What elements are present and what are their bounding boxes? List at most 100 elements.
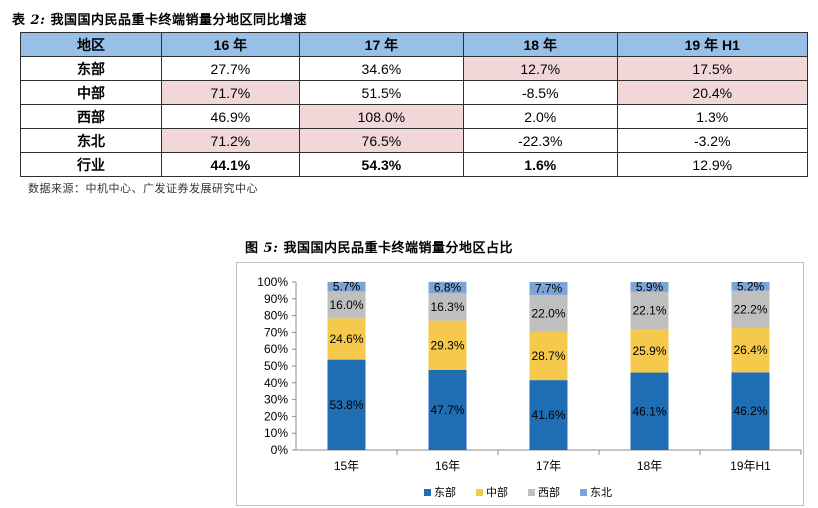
bar-segment-中部: [731, 328, 770, 373]
legend-swatch-中部: [476, 489, 483, 496]
bar-segment-中部: [327, 318, 366, 360]
data-label: 47.7%: [430, 403, 464, 417]
bar-segment-西部: [428, 293, 467, 321]
data-label: 6.8%: [434, 281, 462, 295]
table-cell: 71.7%: [161, 80, 300, 105]
bar-segment-东北: [428, 281, 467, 294]
y-tick-label: 40%: [264, 376, 288, 390]
source-note: 数据来源：中机中心、广发证券发展研究中心: [28, 182, 258, 195]
y-tick-label: 20%: [264, 409, 288, 423]
legend-label: 西部: [538, 485, 560, 499]
legend-label: 东北: [590, 486, 612, 499]
y-tick-label: 100%: [257, 275, 288, 289]
bar-segment-东部: [731, 372, 770, 450]
table-cell: 12.7%: [462, 56, 618, 81]
legend-swatch-东部: [424, 489, 431, 496]
table-cell: 108.0%: [298, 104, 464, 129]
row-region: 行业: [20, 152, 162, 177]
data-label: 26.4%: [733, 343, 767, 357]
data-label: 46.1%: [632, 404, 666, 418]
legend-label: 中部: [486, 485, 508, 499]
figure-title-text: 我国国内民品重卡终端销量分地区占比: [283, 241, 513, 256]
bar-segment-西部: [630, 291, 669, 330]
data-label: 22.1%: [632, 303, 666, 317]
figure-title-number: 5:: [263, 241, 279, 256]
data-label: 16.3%: [430, 300, 464, 314]
table-cell: 34.6%: [298, 56, 464, 81]
table-cell: 54.3%: [298, 152, 464, 177]
header-2017: 17 年: [298, 32, 464, 57]
legend-label: 东部: [434, 485, 456, 499]
row-region: 东北: [20, 128, 162, 153]
header-2018: 18 年: [462, 32, 618, 57]
bar-segment-东部: [529, 380, 568, 450]
data-label: 28.7%: [531, 349, 565, 363]
x-tick-label: 19年H1: [730, 459, 771, 473]
table-cell: -22.3%: [462, 128, 618, 153]
table-row-total: 行业 44.1% 54.3% 1.6% 12.9%: [20, 152, 809, 177]
table-header-row: 地区 16 年 17 年 18 年 19 年 H1: [20, 32, 809, 57]
table-cell: 71.2%: [161, 128, 300, 153]
y-tick-label: 80%: [264, 309, 288, 323]
table-cell: 51.5%: [298, 80, 464, 105]
data-label: 22.2%: [733, 302, 767, 316]
bar-segment-中部: [428, 320, 467, 370]
y-tick-label: 60%: [264, 342, 288, 356]
data-label: 22.0%: [531, 306, 565, 320]
data-label: 46.2%: [733, 404, 767, 418]
growth-table: 地区 16 年 17 年 18 年 19 年 H1 东部 27.7% 34.6%…: [20, 32, 809, 177]
table-cell: 44.1%: [161, 152, 300, 177]
row-region: 西部: [20, 104, 162, 129]
stacked-bar-chart: 0% 10% 20% 30% 40% 50% 60% 70% 80% 90% 100% 15年 53.8…: [257, 275, 802, 499]
table-title-prefix: 表: [12, 13, 26, 28]
data-label: 29.3%: [430, 338, 464, 352]
bar-segment-中部: [529, 331, 568, 381]
y-tick-label: 0%: [271, 443, 289, 457]
row-region: 中部: [20, 80, 162, 105]
bar-segment-东部: [630, 372, 669, 450]
bar-segment-东北: [327, 281, 366, 292]
legend-swatch-西部: [528, 489, 535, 496]
table-cell: -8.5%: [462, 80, 618, 105]
table-cell: 1.6%: [462, 152, 618, 177]
y-tick-label: 30%: [264, 393, 288, 407]
bar-segment-西部: [327, 291, 366, 319]
data-label: 24.6%: [329, 332, 363, 346]
data-label: 16.0%: [329, 298, 363, 312]
table-cell: 27.7%: [161, 56, 300, 81]
data-label: 5.7%: [333, 280, 361, 294]
y-tick-label: 90%: [264, 292, 288, 306]
bar-segment-中部: [630, 329, 669, 373]
y-tick-label: 10%: [264, 426, 288, 440]
bar-segment-东北: [630, 282, 669, 292]
bar-segment-西部: [731, 290, 770, 329]
table-title-text: 我国国内民品重卡终端销量分地区同比增速: [50, 13, 307, 28]
data-label: 7.7%: [535, 281, 563, 295]
figure-title-prefix: 图: [245, 241, 259, 256]
row-region: 东部: [20, 56, 162, 81]
y-tick-label: 70%: [264, 325, 288, 339]
header-region: 地区: [20, 32, 162, 57]
bar-segment-东部: [428, 369, 467, 450]
figure-title: 图 5: 我国国内民品重卡终端销量分地区占比: [245, 237, 513, 256]
table-cell: 12.9%: [616, 152, 809, 177]
bar-segment-东北: [529, 282, 568, 295]
table-row: 西部 46.9% 108.0% 2.0% 1.3%: [20, 104, 809, 129]
table-title: 表 2: 我国国内民品重卡终端销量分地区同比增速: [12, 9, 307, 28]
table-row: 东北 71.2% 76.5% -22.3% -3.2%: [20, 128, 809, 153]
table-cell: 46.9%: [161, 104, 300, 129]
table-row: 东部 27.7% 34.6% 12.7% 17.5%: [20, 56, 809, 81]
table-cell: 20.4%: [616, 80, 809, 105]
bar-segment-东北: [731, 282, 770, 291]
x-tick-label: 17年: [536, 459, 561, 473]
data-label: 41.6%: [531, 408, 565, 422]
chart-frame: [236, 262, 804, 506]
table-title-number: 2:: [30, 13, 46, 28]
table-cell: 17.5%: [616, 56, 809, 81]
header-2016: 16 年: [161, 32, 300, 57]
data-label: 5.9%: [636, 280, 664, 294]
table-cell: 2.0%: [462, 104, 618, 129]
x-tick-label: 18年: [637, 459, 662, 473]
table-row: 中部 71.7% 51.5% -8.5% 20.4%: [20, 80, 809, 105]
bar-segment-东部: [327, 359, 366, 450]
